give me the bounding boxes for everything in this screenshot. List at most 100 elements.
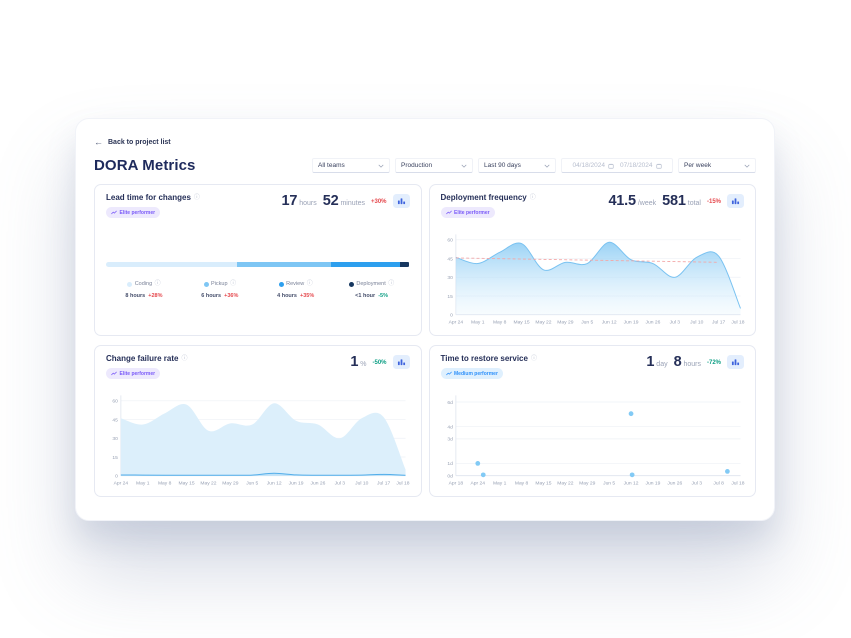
info-icon[interactable]: ⓘ	[181, 355, 188, 362]
date-from-value: 04/18/2024	[572, 162, 605, 169]
card-title: Change failure rate ⓘ	[106, 354, 188, 363]
back-to-project-list-link[interactable]: ← Back to project list	[94, 138, 171, 147]
svg-text:May 1: May 1	[492, 481, 506, 487]
legend-item-coding: Coding ⓘ 8 hours +28%	[125, 281, 163, 299]
granularity-select-value: Per week	[684, 162, 712, 169]
svg-text:Jun 19: Jun 19	[623, 320, 638, 326]
svg-text:Jun 12: Jun 12	[601, 320, 616, 326]
delta-badge: -50%	[372, 360, 387, 366]
svg-text:May 8: May 8	[514, 481, 528, 487]
svg-text:May 29: May 29	[557, 320, 573, 326]
legend-dot	[203, 281, 209, 287]
value-number: 1	[350, 354, 359, 370]
svg-text:Jul 10: Jul 10	[690, 320, 703, 326]
metric-value: 1 % -50%	[350, 354, 410, 370]
info-icon[interactable]: ⓘ	[154, 281, 161, 287]
change-failure-rate-chart: 0 15 30 45 60 Apr 24 May 1 May 8 May 15 May 22 May…	[106, 392, 410, 488]
header-row: DORA Metrics All teams Production Last 9…	[94, 157, 756, 174]
date-range-select-value: Last 90 days	[484, 162, 521, 169]
svg-text:Apr 18: Apr 18	[448, 481, 463, 487]
value-unit: total	[687, 199, 701, 207]
trend-up-icon	[111, 371, 117, 376]
svg-text:1d: 1d	[447, 461, 453, 467]
svg-text:May 22: May 22	[535, 320, 551, 326]
bar-chart-icon-button[interactable]	[392, 355, 410, 369]
granularity-select[interactable]: Per week	[678, 158, 756, 173]
filter-bar: All teams Production Last 90 days 04/18/…	[312, 158, 756, 173]
svg-text:May 15: May 15	[535, 481, 551, 487]
chevron-down-icon	[378, 164, 384, 168]
svg-text:Jun 5: Jun 5	[246, 481, 258, 487]
value-number: 581	[662, 193, 686, 209]
value-unit: hours	[299, 199, 317, 207]
date-range-inputs[interactable]: 04/18/2024 07/18/2024	[561, 158, 673, 173]
card-title: Deployment frequency ⓘ	[440, 193, 536, 202]
svg-text:May 29: May 29	[579, 481, 595, 487]
trend-up-icon	[445, 371, 452, 376]
svg-text:Jun 12: Jun 12	[267, 481, 282, 487]
card-change-failure-rate: Change failure rate ⓘ Elite performer 1 …	[94, 345, 422, 497]
info-icon[interactable]: ⓘ	[230, 281, 237, 287]
chevron-down-icon	[744, 164, 750, 168]
performer-badge: Elite performer	[106, 368, 161, 379]
metric-value: 41.5 /week 581 total -15%	[608, 193, 744, 209]
svg-text:Jun 5: Jun 5	[603, 481, 615, 487]
delta-badge: +30%	[370, 199, 387, 205]
value-unit: day	[656, 360, 668, 368]
svg-text:May 8: May 8	[158, 481, 172, 487]
trend-up-icon	[111, 210, 117, 215]
delta-badge: -72%	[706, 360, 721, 366]
svg-text:Jun 26: Jun 26	[311, 481, 326, 487]
info-icon[interactable]: ⓘ	[529, 194, 536, 201]
svg-text:30: 30	[447, 275, 453, 281]
date-from-input[interactable]: 04/18/2024	[572, 162, 614, 169]
performer-badge: Elite performer	[106, 207, 161, 218]
svg-text:May 1: May 1	[136, 481, 150, 487]
teams-select[interactable]: All teams	[312, 158, 390, 173]
svg-text:Jun 26: Jun 26	[667, 481, 682, 487]
card-title: Time to restore service ⓘ	[440, 354, 537, 363]
svg-text:15: 15	[112, 455, 118, 461]
back-arrow-icon: ←	[94, 137, 103, 147]
trend-up-icon	[445, 210, 452, 215]
svg-text:Jun 12: Jun 12	[623, 481, 638, 487]
svg-text:May 15: May 15	[513, 320, 529, 326]
date-to-input[interactable]: 07/18/2024	[620, 162, 662, 169]
svg-text:Jul 3: Jul 3	[335, 481, 346, 487]
info-icon[interactable]: ⓘ	[388, 281, 395, 287]
svg-text:Jul 17: Jul 17	[377, 481, 390, 487]
bar-chart-icon-button[interactable]	[392, 194, 410, 208]
svg-text:45: 45	[447, 256, 453, 262]
svg-text:45: 45	[112, 417, 118, 423]
svg-text:Jun 26: Jun 26	[645, 320, 660, 326]
value-number: 17	[281, 193, 298, 209]
svg-text:4d: 4d	[447, 424, 453, 430]
performer-badge-label: Medium performer	[454, 370, 498, 377]
legend-item-pickup: Pickup ⓘ 6 hours +36%	[201, 281, 239, 299]
environment-select-value: Production	[401, 162, 433, 169]
environment-select[interactable]: Production	[395, 158, 473, 173]
value-number: 52	[322, 193, 339, 209]
bar-chart-icon-button[interactable]	[727, 355, 744, 369]
performer-badge-label: Elite performer	[119, 370, 156, 377]
svg-text:Jul 3: Jul 3	[669, 320, 680, 326]
svg-text:May 1: May 1	[471, 320, 485, 326]
info-icon[interactable]: ⓘ	[306, 281, 313, 287]
info-icon[interactable]: ⓘ	[193, 194, 200, 201]
stage-segment-review	[330, 262, 401, 267]
stage-segment-deployment	[400, 262, 410, 267]
svg-text:Jul 18: Jul 18	[731, 320, 744, 326]
date-range-select[interactable]: Last 90 days	[478, 158, 556, 173]
value-unit: %	[360, 360, 367, 368]
svg-text:May 22: May 22	[557, 481, 573, 487]
svg-text:Apr 24: Apr 24	[114, 481, 129, 487]
svg-text:Jul 10: Jul 10	[355, 481, 368, 487]
svg-text:60: 60	[447, 238, 453, 244]
value-number: 1	[646, 354, 655, 370]
calendar-icon	[655, 163, 662, 169]
svg-text:Jul 18: Jul 18	[396, 481, 409, 487]
chevron-down-icon	[544, 164, 550, 168]
svg-text:0d: 0d	[447, 473, 453, 479]
bar-chart-icon-button[interactable]	[727, 194, 744, 208]
info-icon[interactable]: ⓘ	[530, 355, 537, 362]
